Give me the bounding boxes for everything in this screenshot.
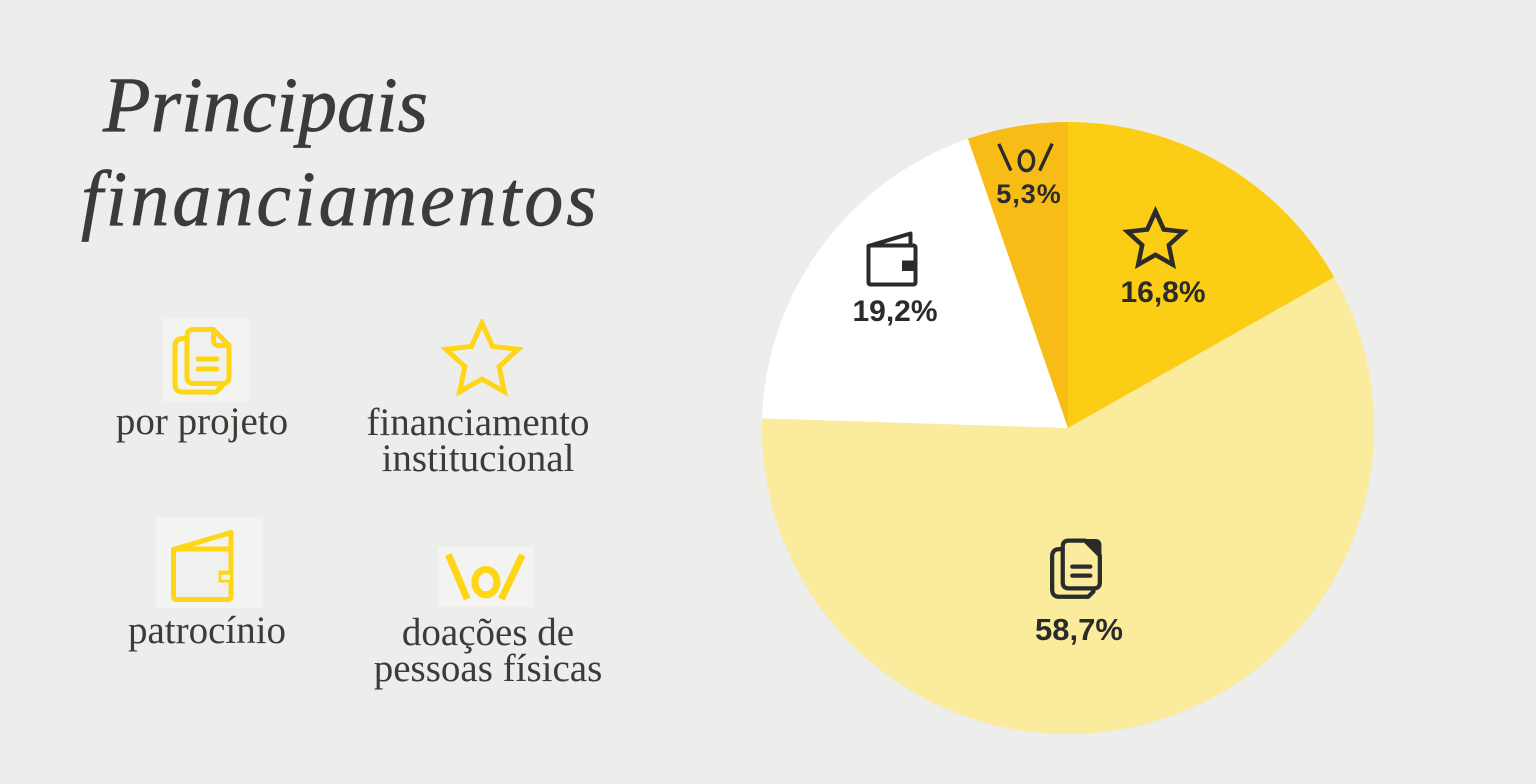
- svg-text:19,2%: 19,2%: [852, 295, 937, 328]
- svg-text:16,8%: 16,8%: [1120, 276, 1205, 309]
- svg-text:5,3%: 5,3%: [996, 179, 1062, 209]
- svg-text:58,7%: 58,7%: [1035, 612, 1123, 647]
